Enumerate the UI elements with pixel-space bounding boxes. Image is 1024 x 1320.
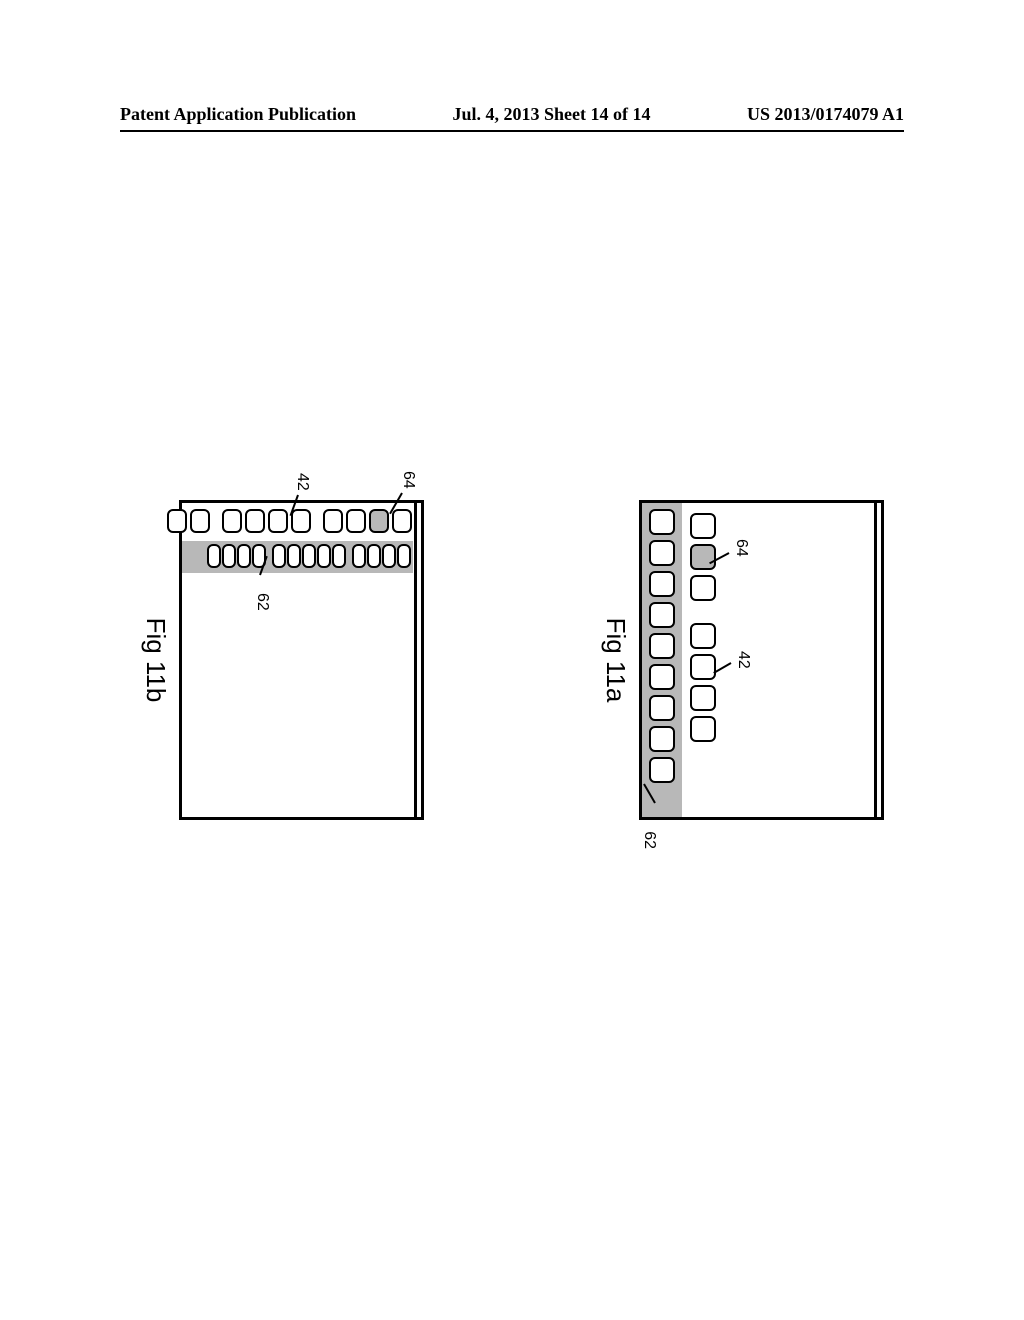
figure-area: 64 42 62 Fig 11a bbox=[120, 280, 904, 1040]
dock-icon bbox=[332, 544, 346, 568]
app-icon bbox=[690, 623, 716, 649]
dock-icon bbox=[649, 664, 675, 690]
app-icon bbox=[690, 654, 716, 680]
icon-gap bbox=[347, 544, 351, 570]
icon-gap bbox=[314, 509, 320, 533]
page: Patent Application Publication Jul. 4, 2… bbox=[0, 0, 1024, 1320]
app-icon bbox=[690, 575, 716, 601]
app-icon bbox=[291, 509, 311, 533]
ref-64: 64 bbox=[732, 539, 750, 557]
app-icon bbox=[690, 685, 716, 711]
fig11b-panel: 64 42 62 bbox=[179, 500, 424, 820]
fig11a-dock-row bbox=[649, 509, 675, 815]
dock-icon bbox=[649, 571, 675, 597]
dock-icon bbox=[649, 726, 675, 752]
app-icon bbox=[690, 716, 716, 742]
app-icon bbox=[268, 509, 288, 533]
ref-64-b: 64 bbox=[399, 471, 417, 489]
ref-42: 42 bbox=[734, 651, 752, 669]
app-icon bbox=[167, 509, 187, 533]
fig11b-dock-band bbox=[182, 541, 413, 573]
dock-icon bbox=[649, 695, 675, 721]
fig-11a: 64 42 62 Fig 11a bbox=[600, 280, 884, 1040]
app-icon bbox=[245, 509, 265, 533]
icon-gap bbox=[213, 509, 219, 533]
fig11b-caption: Fig 11b bbox=[140, 618, 171, 703]
app-icon bbox=[222, 509, 242, 533]
dock-icon bbox=[352, 544, 366, 568]
figures: 64 42 62 Fig 11a bbox=[120, 280, 904, 1040]
fig11a-caption: Fig 11a bbox=[600, 618, 631, 703]
page-header: Patent Application Publication Jul. 4, 2… bbox=[120, 104, 904, 125]
fig11b-inner-rule bbox=[414, 503, 417, 817]
dock-icon bbox=[222, 544, 236, 568]
dock-icon bbox=[317, 544, 331, 568]
header-rule bbox=[120, 130, 904, 132]
app-icon bbox=[690, 544, 716, 570]
header-left: Patent Application Publication bbox=[120, 104, 356, 125]
dock-icon bbox=[207, 544, 221, 568]
dock-icon bbox=[287, 544, 301, 568]
header-right: US 2013/0174079 A1 bbox=[747, 104, 904, 125]
dock-icon bbox=[649, 757, 675, 783]
dock-icon bbox=[237, 544, 251, 568]
dock-icon bbox=[302, 544, 316, 568]
app-icon bbox=[690, 513, 716, 539]
dock-icon bbox=[382, 544, 396, 568]
icon-gap bbox=[690, 606, 716, 618]
fig11a-panel: 64 42 62 bbox=[639, 500, 884, 820]
dock-icon bbox=[397, 544, 411, 568]
dock-icon bbox=[272, 544, 286, 568]
fig11a-inner-rule bbox=[874, 503, 877, 817]
fig-11b: 64 42 62 Fig 11b bbox=[140, 280, 424, 1040]
fig11a-dock-band bbox=[642, 503, 682, 817]
ref-62-b: 62 bbox=[253, 593, 271, 611]
dock-icon bbox=[649, 540, 675, 566]
fig11a-icon-row bbox=[690, 513, 716, 742]
header-mid: Jul. 4, 2013 Sheet 14 of 14 bbox=[453, 104, 651, 125]
ref-42-b: 42 bbox=[293, 473, 311, 491]
fig11b-dock-col bbox=[205, 541, 413, 573]
app-icon bbox=[346, 509, 366, 533]
ref-62: 62 bbox=[640, 831, 658, 849]
dock-icon bbox=[649, 633, 675, 659]
dock-icon bbox=[649, 509, 675, 535]
app-icon bbox=[323, 509, 343, 533]
dock-icon bbox=[367, 544, 381, 568]
app-icon bbox=[392, 509, 412, 533]
dock-icon bbox=[649, 602, 675, 628]
app-icon bbox=[190, 509, 210, 533]
rotated-canvas: 64 42 62 Fig 11a bbox=[120, 280, 904, 1040]
app-icon bbox=[369, 509, 389, 533]
